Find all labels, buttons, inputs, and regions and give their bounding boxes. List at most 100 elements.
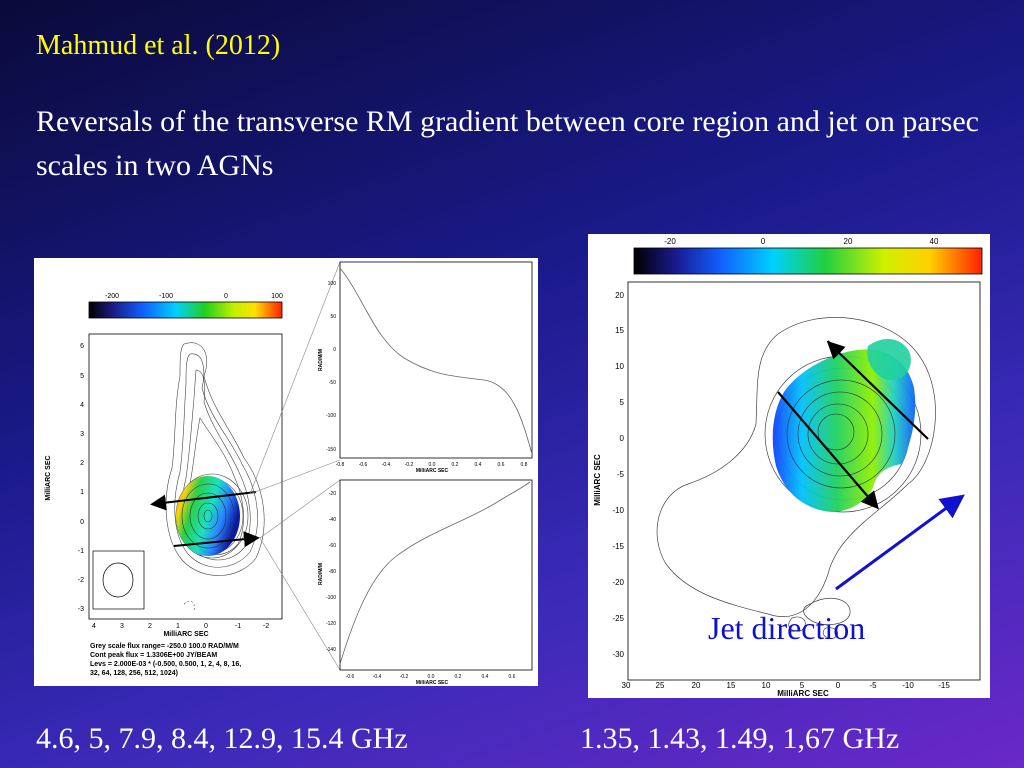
right-colorbar-tick: 40 bbox=[930, 237, 939, 246]
right-y-tick: -5 bbox=[617, 470, 625, 479]
top-slice-x-tick: 0.6 bbox=[498, 462, 505, 468]
left-y-label: MilliARC SEC bbox=[45, 455, 52, 500]
right-rm-figure: -20 0 20 40 bbox=[588, 234, 990, 698]
bottom-slice-x-label: MilliARC SEC bbox=[416, 680, 449, 686]
top-slice-x-tick: -0.2 bbox=[405, 462, 414, 468]
right-y-tick: 10 bbox=[615, 362, 624, 371]
left-x-tick: 2 bbox=[148, 623, 152, 630]
left-y-tick: -3 bbox=[78, 606, 84, 613]
left-caption-line: 32, 64, 128, 256, 512, 1024) bbox=[90, 670, 178, 677]
right-y-tick: -25 bbox=[612, 614, 624, 623]
bottom-slice-x-tick: 0.2 bbox=[455, 674, 462, 680]
right-y-tick: 5 bbox=[620, 398, 625, 407]
right-x-tick: -5 bbox=[869, 681, 877, 690]
right-y-tick: 0 bbox=[620, 434, 625, 443]
left-colorbar-tick: 100 bbox=[271, 293, 283, 300]
right-x-tick: 25 bbox=[656, 681, 665, 690]
left-x-tick: -2 bbox=[263, 623, 269, 630]
top-slice-x-tick: 0.4 bbox=[475, 462, 482, 468]
bottom-slice-y-tick: -20 bbox=[329, 491, 336, 497]
bottom-slice-y-tick: -60 bbox=[329, 543, 336, 549]
left-x-tick: 4 bbox=[92, 623, 96, 630]
top-slice-y-tick: 100 bbox=[328, 281, 337, 287]
left-caption-line: Cont peak flux = 1.3306E+00 JY/BEAM bbox=[90, 652, 217, 659]
bottom-slice-y-tick: -120 bbox=[326, 621, 336, 627]
right-x-tick: -15 bbox=[938, 681, 950, 690]
top-slice-x-tick: -0.8 bbox=[336, 462, 345, 468]
bottom-slice-x-tick: -0.4 bbox=[373, 674, 382, 680]
left-colorbar-tick: 0 bbox=[224, 293, 228, 300]
right-x-tick: -10 bbox=[902, 681, 914, 690]
left-rm-figure: -200 -100 0 100 bbox=[34, 258, 538, 686]
left-colorbar bbox=[88, 301, 283, 319]
top-slice-y-tick: -50 bbox=[329, 380, 336, 386]
right-colorbar-tick: -20 bbox=[664, 237, 676, 246]
right-x-label: MilliARC SEC bbox=[777, 689, 829, 698]
left-x-tick: -1 bbox=[235, 623, 241, 630]
left-beam-box bbox=[92, 550, 145, 610]
top-slice-x-tick: 0.2 bbox=[452, 462, 459, 468]
jet-direction-arrow bbox=[835, 494, 965, 591]
left-caption-line: Grey scale flux range= -250.0 100.0 RAD/… bbox=[90, 643, 239, 650]
right-colorbar-tick: 20 bbox=[844, 237, 853, 246]
left-map-frame bbox=[88, 333, 283, 620]
bottom-slice-x-tick: 0.0 bbox=[428, 674, 435, 680]
top-slice-y-tick: 50 bbox=[330, 314, 336, 320]
right-lower-arrow bbox=[777, 391, 879, 510]
right-y-tick: 20 bbox=[615, 291, 624, 300]
right-x-tick: 10 bbox=[762, 681, 771, 690]
right-x-tick: 15 bbox=[727, 681, 736, 690]
left-contours bbox=[165, 342, 265, 611]
reference-citation: Mahmud et al. (2012) bbox=[36, 30, 281, 61]
right-y-tick: -15 bbox=[612, 542, 624, 551]
bottom-slice-x-tick: 0.4 bbox=[482, 674, 489, 680]
bottom-slice-frame bbox=[339, 479, 533, 671]
bottom-slice-y-label: RAD/M/M bbox=[318, 563, 324, 585]
bottom-slice-y-tick: -140 bbox=[326, 647, 336, 653]
right-y-tick: -30 bbox=[612, 650, 624, 659]
right-colorbar bbox=[633, 247, 983, 275]
top-slice-y-label: RAD/M/M bbox=[318, 349, 324, 371]
bottom-slice-curve bbox=[339, 481, 531, 665]
left-y-tick: 3 bbox=[80, 431, 84, 438]
right-x-tick: 0 bbox=[836, 681, 841, 690]
left-y-tick: -1 bbox=[78, 548, 84, 555]
left-lower-arrow bbox=[173, 531, 260, 548]
bottom-slice-x-tick: -0.2 bbox=[400, 674, 409, 680]
slide-title: Reversals of the transverse RM gradient … bbox=[36, 105, 979, 182]
right-x-tick: 20 bbox=[692, 681, 701, 690]
right-frequencies: 1.35, 1.43, 1.49, 1,67 GHz bbox=[580, 722, 900, 755]
bottom-slice-x-tick: -0.6 bbox=[346, 674, 355, 680]
right-y-tick: -20 bbox=[612, 578, 624, 587]
top-slice-y-tick: -100 bbox=[326, 413, 336, 419]
left-frequencies: 4.6, 5, 7.9, 8.4, 12.9, 15.4 GHz bbox=[36, 722, 408, 755]
right-x-tick: 30 bbox=[622, 681, 631, 690]
right-y-label: MilliARC SEC bbox=[593, 454, 602, 506]
right-y-tick: -10 bbox=[612, 506, 624, 515]
right-map-frame bbox=[627, 281, 981, 681]
right-upper-arrow bbox=[826, 340, 929, 440]
left-x-tick: 3 bbox=[120, 623, 124, 630]
bottom-slice-y-tick: -40 bbox=[329, 517, 336, 523]
left-colorbar-tick: -200 bbox=[105, 293, 119, 300]
left-caption-line: Levs = 2.000E-03 * (-0.500, 0.500, 1, 2,… bbox=[90, 661, 241, 668]
right-y-tick: 15 bbox=[615, 326, 624, 335]
top-slice-frame bbox=[339, 261, 533, 459]
top-slice-y-tick: 0 bbox=[333, 347, 336, 353]
left-y-tick: 0 bbox=[80, 519, 84, 526]
top-slice-x-tick: -0.6 bbox=[359, 462, 368, 468]
bottom-slice-y-tick: -80 bbox=[329, 569, 336, 575]
left-y-tick: 1 bbox=[80, 489, 84, 496]
left-upper-arrow bbox=[150, 493, 240, 511]
left-x-tick: 1 bbox=[176, 623, 180, 630]
left-y-tick: 4 bbox=[80, 402, 84, 409]
left-x-label: MilliARC SEC bbox=[163, 631, 208, 638]
left-y-tick: -2 bbox=[78, 577, 84, 584]
top-slice-x-tick: -0.4 bbox=[382, 462, 391, 468]
top-slice-x-tick: 0.8 bbox=[521, 462, 528, 468]
right-x-tick: 5 bbox=[800, 681, 805, 690]
top-slice-y-tick: -150 bbox=[326, 447, 336, 453]
bottom-slice-x-tick: 0.6 bbox=[509, 674, 516, 680]
left-y-tick: 5 bbox=[80, 373, 84, 380]
left-y-tick: 6 bbox=[80, 343, 84, 350]
